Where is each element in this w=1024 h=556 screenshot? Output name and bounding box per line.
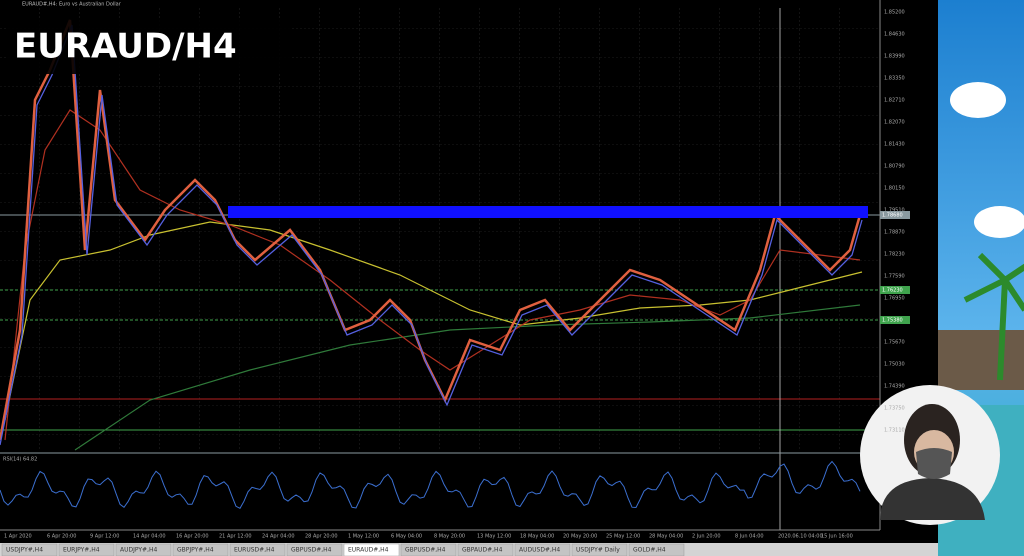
price-label: 1.75030 (884, 362, 905, 368)
price-label: 1.81430 (884, 142, 905, 148)
tab-label[interactable]: GBPAUD#,H4 (462, 547, 503, 554)
overlay-box (6, 18, 292, 74)
time-label: 2020.06.10 04:00 (778, 534, 823, 540)
overlay-label: EURAUD/H4 (14, 27, 237, 67)
price-label: 1.80790 (884, 164, 905, 170)
tab[interactable] (172, 543, 229, 556)
price-candles-down (0, 24, 863, 446)
time-label: 8 Jun 04:00 (735, 534, 764, 540)
time-label: 1 May 12:00 (348, 534, 379, 540)
cloud (974, 206, 1024, 238)
tab[interactable] (628, 543, 685, 556)
tab-label[interactable]: GBPJPY#,H4 (177, 547, 214, 554)
time-label: 25 May 12:00 (606, 534, 640, 540)
tab-label[interactable]: AUDUSD#,H4 (519, 547, 560, 554)
time-label: 6 May 04:00 (391, 534, 422, 540)
rsi-line (0, 460, 861, 509)
price-label: 1.82710 (884, 98, 905, 104)
price-marker: 1.75380 (882, 318, 903, 324)
tab[interactable] (58, 543, 115, 556)
price-marker-bg (880, 211, 910, 219)
price-label: 1.78230 (884, 252, 905, 258)
tab[interactable] (400, 543, 457, 556)
price-marker: 1.76230 (882, 288, 903, 294)
time-label: 18 May 04:00 (520, 534, 554, 540)
time-label: 8 May 20:00 (434, 534, 465, 540)
time-label: 28 Apr 20:00 (305, 534, 338, 540)
tab-label[interactable]: AUDJPY#,H4 (120, 547, 157, 554)
price-label: 1.77590 (884, 274, 905, 280)
time-label: 2 Jun 20:00 (692, 534, 721, 540)
price-marker-bg (880, 286, 910, 294)
tab[interactable] (115, 543, 172, 556)
time-label: 14 Apr 04:00 (133, 534, 166, 540)
time-label: 9 Apr 12:00 (90, 534, 119, 540)
ma-long (74, 304, 861, 451)
tab-label[interactable]: EURAUD#,H4 (348, 547, 389, 554)
tab[interactable] (1, 543, 58, 556)
time-label: 21 Apr 12:00 (219, 534, 252, 540)
tab[interactable] (286, 543, 343, 556)
price-label: 1.83350 (884, 76, 905, 82)
tab[interactable] (457, 543, 514, 556)
price-marker-bg (880, 316, 910, 324)
time-label: 6 Apr 20:00 (47, 534, 76, 540)
tab-label[interactable]: EURUSD#,H4 (234, 547, 275, 554)
person-mask (916, 448, 952, 479)
price-label: 1.78870 (884, 230, 905, 236)
time-label: 20 May 20:00 (563, 534, 597, 540)
indicator-label: RSI(14) 64.82 (3, 457, 37, 463)
price-label: 1.74390 (884, 384, 905, 390)
price-label: 1.76950 (884, 296, 905, 302)
ma-mid (4, 221, 863, 421)
price-label: 1.83990 (884, 54, 905, 60)
tab-label[interactable]: GBPUSD#,H4 (291, 547, 332, 554)
time-label: 15 Jun 16:00 (821, 534, 853, 540)
resistance-zone (228, 206, 868, 218)
time-label: 1 Apr 2020 (4, 534, 32, 540)
tab-label[interactable]: USDJPY#,H4 (6, 547, 43, 554)
price-candles (0, 19, 862, 441)
price-label: 1.80150 (884, 186, 905, 192)
price-label: 1.73750 (884, 406, 905, 412)
tab-label[interactable]: EURJPY#,H4 (63, 547, 100, 554)
time-label: 24 Apr 04:00 (262, 534, 295, 540)
person-body (880, 478, 985, 520)
price-label: 1.84630 (884, 32, 905, 38)
price-label: 1.85200 (884, 10, 905, 16)
time-label: 16 Apr 20:00 (176, 534, 209, 540)
tab[interactable] (571, 543, 628, 556)
tab-label[interactable]: GBPUSD#,H4 (405, 547, 446, 554)
palm (963, 252, 1024, 381)
price-marker: 1.78680 (882, 213, 903, 219)
tab[interactable] (343, 543, 400, 556)
tab-label[interactable]: GOLD#,H4 (633, 547, 666, 554)
window-title: EURAUD#,H4: Euro vs Australian Dollar (22, 2, 122, 8)
tab[interactable] (514, 543, 571, 556)
tab[interactable] (229, 543, 286, 556)
price-label: 1.79510 (884, 208, 905, 214)
price-label: 1.73110 (884, 428, 905, 434)
tab-label[interactable]: USDJPY# Daily (576, 547, 620, 554)
building (938, 330, 1024, 390)
price-label: 1.82070 (884, 120, 905, 126)
price-label: 1.75670 (884, 340, 905, 346)
time-label: 28 May 04:00 (649, 534, 683, 540)
time-label: 13 May 12:00 (477, 534, 511, 540)
cloud (950, 82, 1006, 118)
grid (0, 8, 880, 450)
